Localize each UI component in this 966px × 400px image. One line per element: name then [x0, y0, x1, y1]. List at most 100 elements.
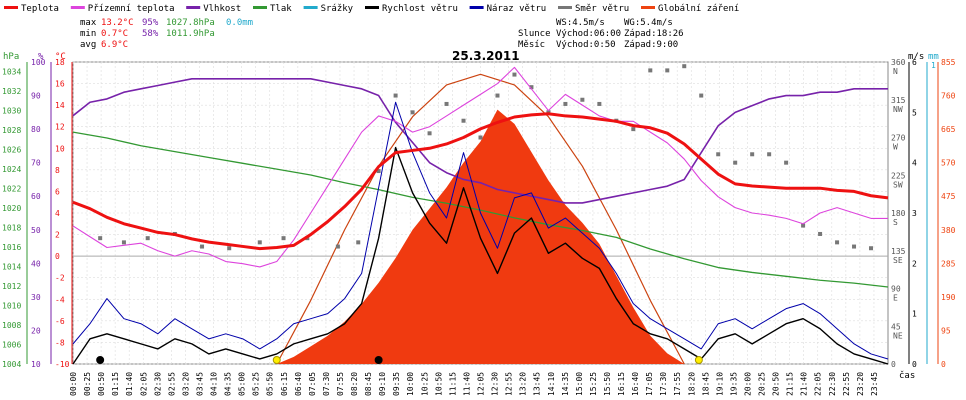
axis-temp-tick: -4 [55, 295, 65, 304]
x-tick-label: 02:05 [139, 372, 148, 396]
axis-temp-tick: 6 [55, 187, 60, 196]
x-tick-label: 03:45 [195, 372, 204, 396]
axis-dir-label: E [893, 294, 898, 303]
legend-swatch [558, 6, 572, 9]
wind-direction-point [648, 68, 653, 73]
wind-direction-point [410, 110, 415, 115]
axis-speed-tick: 3 [912, 209, 917, 218]
info-sun-rise: Východ:06:00 [556, 29, 621, 39]
wind-direction-point [281, 236, 286, 241]
wind-direction-point [227, 246, 232, 251]
legend-label: Teplota [21, 4, 59, 14]
legend-label: Vlhkost [203, 4, 241, 14]
axis-temp-tick: 14 [55, 101, 65, 110]
x-tick-label: 08:45 [364, 372, 373, 396]
axis-speed-tick: 4 [912, 159, 917, 168]
wind-direction-point [200, 244, 205, 249]
x-tick-label: 18:20 [687, 372, 696, 396]
x-tick-label: 13:20 [519, 372, 528, 396]
x-tick-label: 23:45 [870, 372, 879, 396]
x-tick-label: 13:45 [533, 372, 542, 396]
axis-hpa-tick: 1024 [2, 165, 21, 174]
axis-pct-tick: 20 [31, 326, 41, 335]
stat-max-temp: 13.2°C [101, 18, 134, 28]
axis-wm2-tick: 855 [941, 58, 956, 67]
x-tick-label: 05:00 [238, 372, 247, 396]
wind-direction-point [716, 152, 721, 157]
ground-temperature-line [72, 66, 888, 268]
x-tick-label: 02:30 [153, 372, 162, 396]
info-moon-label: Měsíc [518, 40, 545, 50]
x-tick-label: 10:25 [420, 372, 429, 396]
axis-dir-tick: 270 [891, 134, 906, 143]
x-tick-label: 02:55 [167, 372, 176, 396]
wind-direction-point [444, 101, 449, 106]
axis-dir-label: SW [893, 180, 903, 189]
wind-direction-point [682, 64, 687, 69]
wind-direction-point [356, 240, 361, 245]
axis-hpa-tick: 1012 [2, 282, 21, 291]
legend-label: Náraz větru [487, 4, 547, 14]
x-tick-label: 04:10 [210, 372, 219, 396]
axis-wm2-tick: 570 [941, 159, 956, 168]
stat-min-label: min [80, 29, 96, 39]
axis-hpa-tick: 1030 [2, 107, 21, 116]
x-tick-label: 15:25 [589, 372, 598, 396]
x-axis-label: čas [899, 370, 915, 381]
x-tick-label: 00:25 [83, 372, 92, 396]
x-tick-label: 22:30 [828, 372, 837, 396]
wind-direction-point [784, 160, 789, 165]
axis-hpa-tick: 1026 [2, 146, 21, 155]
axis-pct-tick: 100 [31, 58, 46, 67]
axis-dir-tick: 135 [891, 247, 906, 256]
x-tick-label: 05:25 [252, 372, 261, 396]
x-tick-label: 00:00 [69, 372, 78, 396]
wind-direction-point [869, 246, 874, 251]
chart-title: 25.3.2011 [452, 49, 520, 63]
humidity-line [72, 77, 888, 204]
axis-temp-tick: 2 [55, 231, 60, 240]
x-tick-label: 20:00 [743, 372, 752, 396]
sun-marker [694, 356, 703, 364]
x-tick-label: 11:15 [448, 372, 457, 396]
info-sun-set: Západ:18:26 [624, 29, 684, 39]
temperature-line [72, 112, 889, 251]
axis-temp-tick: -10 [55, 360, 70, 369]
stat-min-press: 1011.9hPa [166, 29, 215, 39]
wind-direction-point [257, 240, 262, 245]
x-tick-label: 07:05 [308, 372, 317, 396]
axis-pct-tick: 30 [31, 293, 41, 302]
wind-direction-point [145, 236, 150, 241]
axis-hpa-tick: 1014 [2, 263, 21, 272]
axis-wm2-tick: 0 [941, 360, 946, 369]
axis-pct-tick: 40 [31, 259, 41, 268]
stat-avg-temp: 6.9°C [101, 40, 128, 50]
axis-wm2-tick: 380 [941, 226, 956, 235]
axis-dir-tick: 360 [891, 58, 906, 67]
info-ws: WS:4.5m/s [556, 18, 605, 28]
info-moon-set: Západ:9:00 [624, 40, 678, 50]
x-tick-label: 10:00 [406, 372, 415, 396]
info-moon-rise: Východ:0:50 [556, 40, 616, 50]
axis-dir-label: S [893, 218, 898, 227]
axis-temp-tick: 10 [55, 144, 65, 153]
axis-temp-tick: 0 [55, 252, 60, 261]
legend-swatch [641, 6, 655, 9]
x-tick-label: 15:00 [575, 372, 584, 396]
axis-wm2-tick: 285 [941, 259, 956, 268]
x-tick-label: 12:05 [477, 372, 486, 396]
x-tick-label: 08:20 [350, 372, 359, 396]
wind-direction-point [852, 244, 857, 249]
axis-pct-tick: 10 [31, 360, 41, 369]
axis-dir-label: W [893, 143, 898, 152]
wind-direction-point [835, 240, 840, 245]
wind-gust-line [72, 101, 889, 360]
axis-temp-tick: 8 [55, 166, 60, 175]
legend-swatch [303, 6, 318, 9]
x-tick-label: 01:15 [111, 372, 120, 396]
wind-direction-point [121, 240, 126, 245]
legend-label: Směr větru [575, 4, 629, 14]
x-tick-label: 17:30 [659, 372, 668, 396]
wind-direction-point [495, 93, 500, 98]
x-tick-label: 17:55 [673, 372, 682, 396]
